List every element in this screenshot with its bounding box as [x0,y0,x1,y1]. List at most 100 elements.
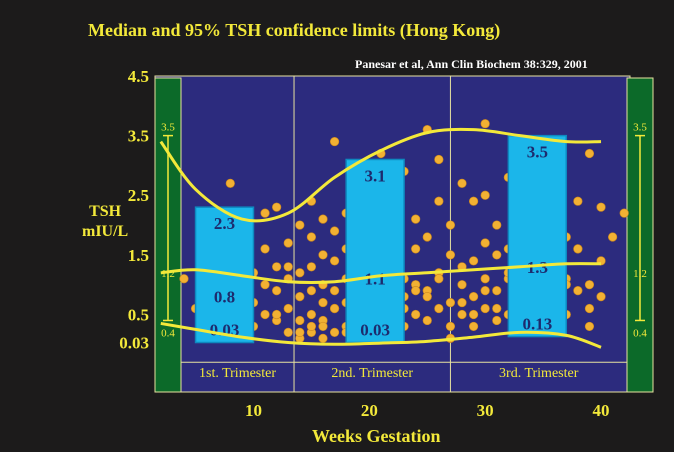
box-lower-label: 0.03 [360,321,390,340]
data-point [329,136,340,147]
data-point [434,274,444,284]
data-point [596,202,606,212]
data-point [260,309,270,320]
data-point [480,274,490,284]
data-point [434,154,444,165]
right-lower-label: 0.4 [633,327,647,339]
y-tick-label: 0.03 [119,334,149,353]
data-point [272,262,282,272]
data-point [306,286,317,296]
data-point [260,244,270,254]
right-middle-label: 1.2 [633,268,647,280]
data-point [329,226,340,236]
data-point [445,297,456,308]
x-tick-label: 20 [361,401,378,420]
y-tick-label: 4.5 [128,67,149,86]
data-point [492,220,502,230]
y-tick-label: 0.5 [128,305,149,324]
data-point [318,297,328,308]
x-tick-label: 30 [477,401,494,420]
data-point [573,244,583,254]
data-point [434,196,444,206]
data-point [411,244,421,254]
box-median-label: 1.3 [527,258,548,277]
data-point [468,196,479,206]
data-point [318,333,328,343]
data-point [295,220,305,230]
data-point [445,220,456,230]
box-median-label: 0.8 [214,288,235,307]
data-point [422,315,432,326]
x-tick-label: 10 [245,401,262,420]
data-point [411,286,421,296]
data-point [329,286,340,296]
data-point [596,292,606,302]
y-axis-label: TSH mIU/L [82,202,128,242]
box-upper-label: 3.5 [527,143,548,162]
y-tick-label: 1.5 [128,246,149,265]
trimester-label: 2nd. Trimester [331,366,413,381]
lower-limit-curve [160,321,602,349]
data-point [329,327,340,337]
data-point [457,297,467,308]
data-point [306,321,317,332]
data-point [260,208,270,218]
data-point [457,309,467,320]
data-point [492,286,502,296]
y-tick-label: 3.5 [128,127,149,146]
data-point [468,256,479,266]
trimester-label: 3rd. Trimester [499,366,579,381]
data-point [283,303,293,314]
data-point [468,292,479,302]
data-point [272,286,282,296]
trimester-label: 1st. Trimester [199,366,276,381]
data-point [411,309,421,320]
data-point [480,286,490,296]
data-point [480,119,490,129]
data-point [295,292,305,302]
data-point [468,321,479,332]
data-point [468,309,479,320]
data-point [422,232,432,242]
y-axis-label-line-2: mIU/L [82,223,129,240]
data-point [573,196,583,206]
data-point [411,214,421,224]
data-point [422,292,432,302]
data-point [584,280,595,290]
data-point [480,303,490,314]
data-point [295,327,305,337]
data-point [584,148,595,159]
left-upper-label: 3.5 [161,122,175,134]
data-point [306,232,317,242]
data-point [457,280,467,290]
data-point [179,274,189,284]
data-point [295,315,305,326]
upper-limit-curve [159,127,602,223]
data-point [480,238,490,248]
median-curve [160,262,602,284]
box-upper-label: 3.1 [364,166,385,185]
data-point [318,321,328,332]
y-axis-label-line-1: TSH [89,203,122,220]
confidence-box [507,134,568,338]
data-point [608,232,618,242]
data-point [272,202,282,212]
data-point [283,262,293,272]
data-point [225,178,235,188]
x-tick-label: 40 [593,401,610,420]
data-point [480,190,490,200]
data-point [283,327,293,337]
confidence-box [345,158,405,344]
data-point [434,303,444,314]
data-point [584,321,595,332]
data-point [306,309,317,320]
right-upper-label: 3.5 [633,122,647,134]
left-middle-label: 1.2 [161,268,175,280]
y-tick-label: 2.5 [128,186,149,205]
data-point [260,280,270,290]
left-lower-label: 0.4 [161,327,175,339]
data-point [318,250,328,260]
box-upper-label: 2.3 [214,214,235,233]
data-point [584,303,595,314]
